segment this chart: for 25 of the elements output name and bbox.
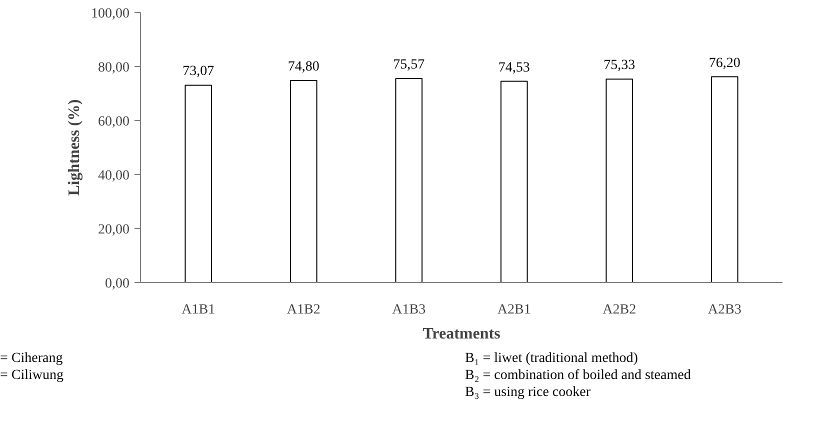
- data-label: 75,33: [604, 58, 636, 74]
- y-tick-label: 20,00: [98, 222, 130, 238]
- x-axis-title: Treatments: [422, 326, 500, 342]
- text: B₁ = liwet (traditional method): [465, 351, 638, 366]
- x-tick-label: A2B1: [497, 302, 531, 318]
- y-tick-label: 100,00: [91, 6, 130, 22]
- text: = Ciliwung: [0, 368, 64, 383]
- x-tick-label: A2B2: [602, 302, 636, 318]
- x-tick-label: A1B1: [182, 302, 216, 318]
- text: = Ciherang: [0, 351, 63, 366]
- text: B₂ = combination of boiled and steamed: [465, 368, 691, 383]
- x-tick-label: A2B3: [708, 302, 742, 318]
- x-tick-label: A1B2: [286, 302, 320, 318]
- text: B₃ = using rice cooker: [465, 385, 591, 400]
- y-tick-label: 0,00: [105, 276, 130, 292]
- data-label: 76,20: [708, 56, 740, 71]
- y-axis-title: Lightness (%): [66, 99, 83, 196]
- data-label: 73,07: [182, 64, 214, 80]
- data-label: 74,80: [288, 60, 320, 75]
- x-tick-label: A1B3: [392, 302, 426, 318]
- y-tick-label: 40,00: [98, 168, 130, 184]
- y-tick-label: 60,00: [98, 114, 130, 130]
- data-label: 75,57: [393, 57, 425, 72]
- y-tick-label: 80,00: [98, 60, 130, 76]
- data-label: 74,53: [498, 60, 530, 76]
